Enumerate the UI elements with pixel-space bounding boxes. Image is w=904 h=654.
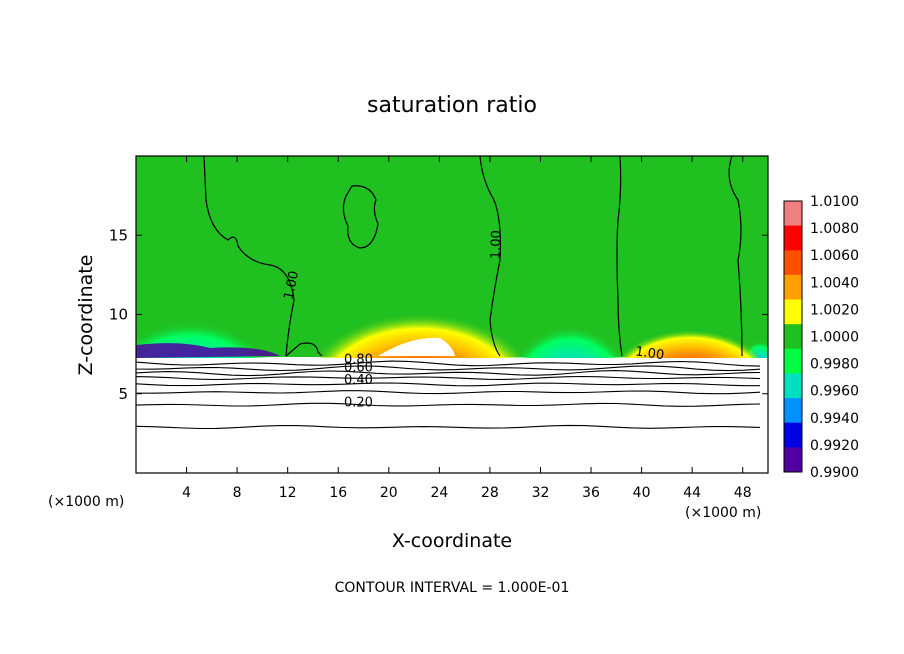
contour-label: 0.40 — [344, 373, 373, 388]
x-axis-label: X-coordinate — [392, 530, 512, 552]
x-tick-label: 48 — [734, 485, 752, 501]
contour-1-middle — [479, 156, 501, 357]
contour-line-0.7 — [136, 365, 761, 372]
contour-labels: 1.00 1.00 1.00 0.800.600.40 0.20 — [281, 230, 665, 411]
x-tick-label: 44 — [683, 485, 701, 501]
contour-line-0.8 — [136, 360, 761, 367]
x-tick-label: 40 — [633, 485, 651, 501]
x-tick-label: 12 — [279, 485, 297, 501]
contour-1-right-a — [616, 156, 623, 357]
x-tick-label: 4 — [182, 485, 191, 501]
chart-title: saturation ratio — [367, 93, 537, 118]
colorbar-label: 0.9980 — [810, 357, 859, 373]
colorbar-swatch — [784, 274, 802, 300]
colorbar-label: 1.0080 — [810, 221, 859, 237]
colorbar-swatch — [784, 373, 802, 399]
contour-interval-note: CONTOUR INTERVAL = 1.000E-01 — [335, 580, 570, 596]
colorbar-swatch — [784, 299, 802, 325]
colorbar-label: 0.9920 — [810, 438, 859, 454]
colorbar-swatch — [784, 250, 802, 276]
y-tick-label: 15 — [109, 226, 128, 244]
y-tick-label: 10 — [109, 306, 128, 324]
colorbar-label: 0.9960 — [810, 384, 859, 400]
x-tick-label: 20 — [380, 485, 398, 501]
colorbar-label: 1.0000 — [810, 330, 859, 346]
x-axis-ticks: 4 8 12 16 20 24 28 32 36 40 44 48 — [182, 156, 752, 501]
contour-label: 0.80 — [344, 353, 373, 368]
contour-label: 1.00 — [281, 270, 302, 301]
contour-line-0.6 — [136, 370, 761, 377]
x-tick-label: 32 — [532, 485, 550, 501]
contour-line-0.5 — [136, 375, 761, 381]
contour-label: 0.60 — [344, 361, 373, 376]
colorbar-swatch — [784, 324, 802, 350]
colorbar-label: 1.0100 — [810, 194, 859, 210]
y-tick-label: 5 — [118, 385, 128, 403]
colorbar-swatch — [784, 201, 802, 227]
contour-1-bump — [285, 342, 323, 357]
colorbar-label: 0.9940 — [810, 411, 859, 427]
y-axis-ticks: 5 10 15 — [109, 226, 768, 403]
contour-label: 1.00 — [634, 344, 665, 363]
contour-lines — [203, 156, 743, 357]
x-tick-label: 8 — [233, 485, 242, 501]
x-tick-label: 36 — [582, 485, 600, 501]
contour-line-0.4 — [136, 382, 760, 387]
x-unit-left: (×1000 m) — [48, 494, 124, 510]
contour-1-closed — [342, 185, 379, 249]
supersaturated-core — [378, 337, 455, 356]
colorbar-swatch — [784, 398, 802, 424]
horizontal-contours — [136, 360, 761, 430]
colorbar-label: 1.0020 — [810, 302, 859, 318]
colorbar-label: 1.0060 — [810, 248, 859, 264]
saturation-field — [136, 156, 768, 473]
colorbar-label: 1.0040 — [810, 275, 859, 291]
colorbar: 1.0100 1.0080 1.0060 1.0040 1.0020 1.0000 0.99… — [783, 194, 859, 481]
lower-boundary-band — [136, 343, 280, 358]
x-tick-label: 16 — [329, 485, 347, 501]
lower-white-cover — [136, 358, 768, 473]
colorbar-label: 0.9900 — [810, 465, 859, 481]
x-tick-label: 28 — [481, 485, 499, 501]
contour-line-0.3 — [136, 390, 761, 395]
contour-1-right-b — [728, 156, 743, 357]
colorbar-swatch — [784, 225, 802, 251]
contour-label: 1.00 — [488, 230, 504, 259]
contour-1-left — [203, 156, 295, 357]
colorbar-frame — [783, 200, 803, 473]
contour-line-0.2 — [136, 402, 761, 407]
colorbar-swatch — [784, 447, 802, 473]
contour-line-0.1 — [136, 424, 761, 430]
colorbar-swatch — [784, 422, 802, 448]
contour-label: 0.20 — [344, 395, 373, 410]
x-tick-label: 24 — [430, 485, 448, 501]
y-axis-label: Z-coordinate — [75, 255, 97, 376]
x-unit-right: (×1000 m) — [685, 505, 761, 521]
colorbar-swatch — [784, 348, 802, 374]
